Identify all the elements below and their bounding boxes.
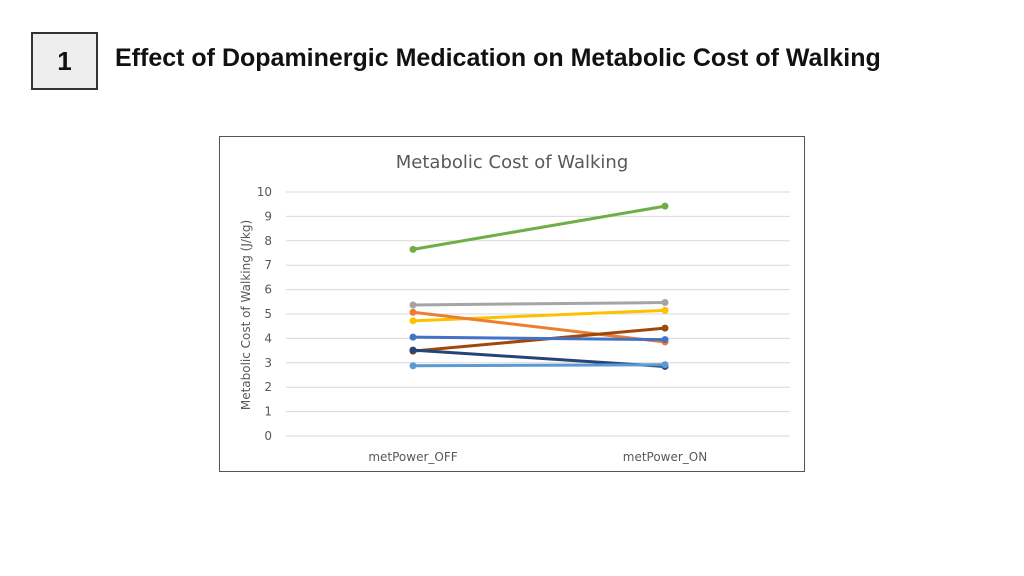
line-chart: Metabolic Cost of Walking 0 1 2 3 4 5 6 7 8 9 10 m… [239, 152, 790, 464]
y-tick-label: 3 [264, 356, 272, 370]
x-axis-ticks: metPower_OFF metPower_ON [368, 450, 707, 464]
x-tick-label: metPower_ON [623, 450, 707, 464]
data-point [661, 324, 669, 332]
y-tick-label: 1 [264, 405, 272, 419]
y-tick-label: 0 [264, 429, 272, 443]
y-tick-label: 6 [264, 283, 272, 297]
data-point [661, 361, 669, 369]
series-line [411, 335, 667, 342]
chart-title: Metabolic Cost of Walking [396, 152, 629, 173]
y-tick-label: 7 [264, 258, 272, 272]
y-tick-label: 4 [264, 331, 272, 345]
series-2 [409, 299, 669, 309]
data-point [661, 336, 669, 344]
series-3 [409, 306, 669, 325]
series-line [411, 363, 667, 368]
series-line [411, 204, 667, 251]
data-point [409, 317, 417, 325]
y-axis-title: Metabolic Cost of Walking (J/kg) [239, 220, 253, 410]
data-point [409, 346, 417, 354]
chart-frame: Metabolic Cost of Walking 0 1 2 3 4 5 6 7 8 9 10 m… [219, 136, 805, 472]
data-point [661, 202, 669, 210]
data-point [409, 245, 417, 253]
series-line [411, 301, 667, 307]
data-point [661, 306, 669, 314]
y-tick-label: 9 [264, 209, 272, 223]
data-point [661, 299, 669, 307]
series-line [411, 310, 667, 344]
data-point [409, 333, 417, 341]
y-tick-label: 10 [257, 185, 272, 199]
x-tick-label: metPower_OFF [368, 450, 457, 464]
y-tick-label: 5 [264, 307, 272, 321]
data-point [409, 308, 417, 316]
slide-title: Effect of Dopaminergic Medication on Met… [115, 44, 881, 72]
y-axis-ticks: 0 1 2 3 4 5 6 7 8 9 10 [257, 185, 272, 443]
slide-number: 1 [57, 45, 72, 76]
series-6 [409, 333, 669, 344]
y-tick-label: 2 [264, 380, 272, 394]
series-8 [409, 361, 669, 370]
slide-number-badge: 1 [31, 32, 98, 90]
y-tick-label: 8 [264, 234, 272, 248]
series-1 [409, 202, 669, 253]
series-lines [409, 202, 669, 370]
data-point [409, 301, 417, 309]
series-line [411, 308, 667, 323]
data-point [409, 362, 417, 370]
